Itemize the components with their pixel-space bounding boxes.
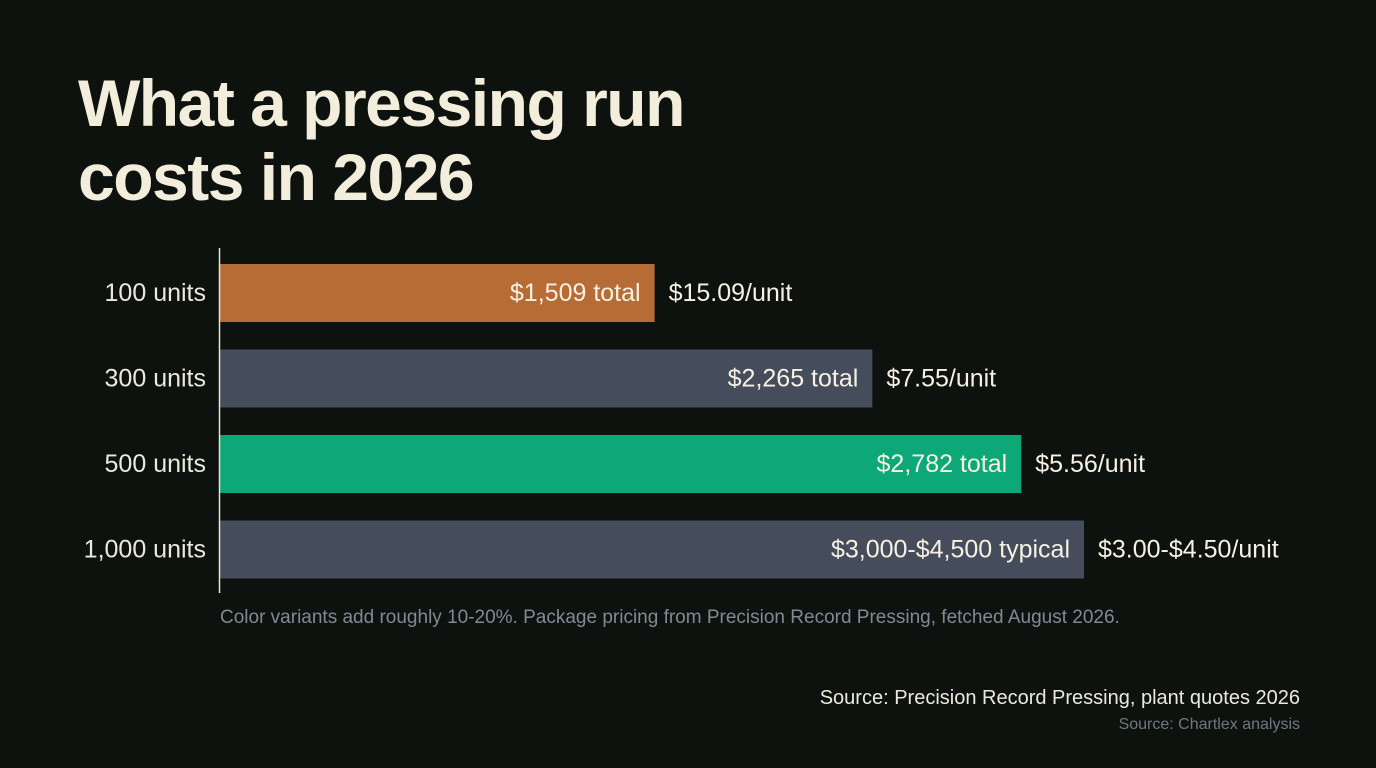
- bar-value-label-2: $2,782 total: [877, 450, 1008, 478]
- bar-1: [220, 349, 873, 408]
- category-label-2: 500 units: [105, 450, 206, 478]
- bar-value-label-0: $1,509 total: [510, 279, 641, 307]
- per-unit-label-1: $7.55/unit: [886, 365, 996, 393]
- bar-3: [220, 520, 1084, 579]
- per-unit-label-3: $3.00-$4.50/unit: [1098, 536, 1279, 564]
- category-label-3: 1,000 units: [84, 536, 206, 564]
- bar-0: [220, 264, 655, 322]
- per-unit-label-2: $5.56/unit: [1035, 450, 1145, 478]
- source-line: Source: Precision Record Pressing, plant…: [819, 687, 1300, 709]
- bar-2: [220, 435, 1022, 493]
- bar-value-label-1: $2,265 total: [728, 365, 859, 393]
- chart-title: What a pressing run costs in 2026: [78, 66, 685, 214]
- chart-note: Color variants add roughly 10-20%. Packa…: [220, 607, 1120, 628]
- category-label-1: 300 units: [105, 365, 206, 393]
- bars-layer: 100 units $1,509 total $15.09/unit 300 unit…: [84, 264, 1279, 579]
- category-label-0: 100 units: [105, 279, 206, 307]
- source-secondary-line: Source: Chartlex analysis: [1118, 716, 1300, 733]
- per-unit-label-0: $15.09/unit: [669, 279, 793, 307]
- bar-value-label-3: $3,000-$4,500 typical: [831, 536, 1070, 564]
